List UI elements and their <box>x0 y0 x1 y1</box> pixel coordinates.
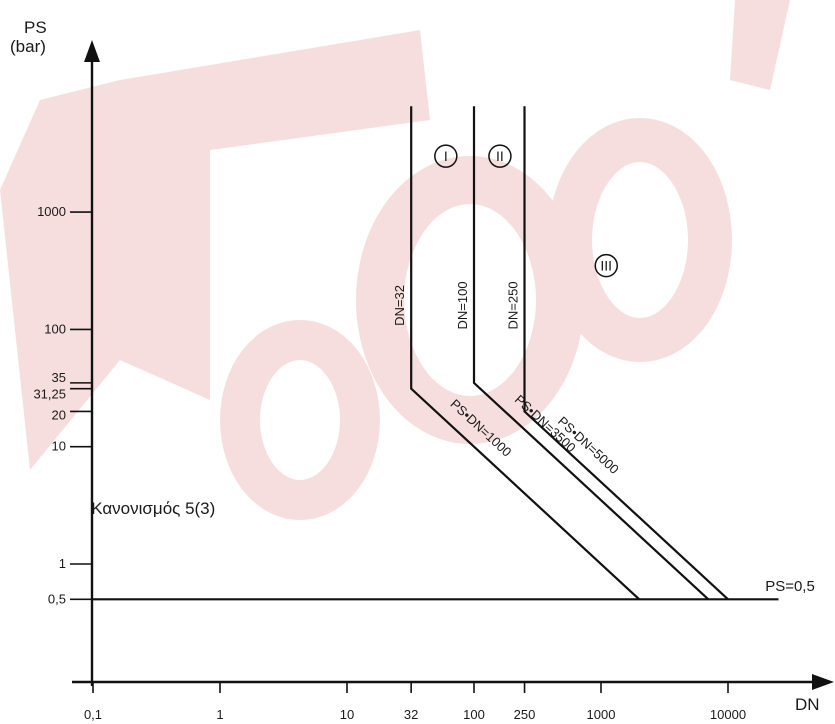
region-label-0: I <box>444 148 448 164</box>
x-tick-label-0: 0,1 <box>84 707 102 722</box>
y-tick-label-6: 100 <box>44 321 66 336</box>
watermark <box>0 0 790 520</box>
x-axis-title: DN <box>795 695 820 714</box>
y-tick-label-3: 20 <box>52 407 66 422</box>
y-tick-label-1: 1 <box>59 556 66 571</box>
series-line-0 <box>410 106 640 601</box>
series-line-1 <box>472 106 710 601</box>
region-circle-1 <box>488 144 512 168</box>
y-tick-label-5: 35 <box>52 370 66 385</box>
region-text-kanonismos: Κανονισμός 5(3) <box>91 499 215 518</box>
y-ticks: 0,5 1 10 20 31,25 35 100 1000 <box>33 204 92 606</box>
x-tick-label-2: 10 <box>340 707 354 722</box>
region-circle-2 <box>594 253 619 278</box>
x-tick-label-7: 10000 <box>710 707 746 722</box>
y-tick-label-4: 31,25 <box>33 387 66 402</box>
x-tick-label-6: 1000 <box>587 707 616 722</box>
x-tick-label-4: 100 <box>463 707 485 722</box>
series-label-0: DN=32 <box>392 285 407 326</box>
x-ticks: 0,1 1 10 32 100 250 1000 10000 <box>84 682 746 722</box>
region-circle-0 <box>434 144 458 168</box>
y-axis-title: PS <box>24 18 47 37</box>
y-tick-label-2: 10 <box>52 439 66 454</box>
series-line-2 <box>523 106 729 601</box>
y-axis-unit: (bar) <box>10 37 46 56</box>
y-axis-arrow-icon <box>84 40 100 62</box>
y-tick-label-0: 0,5 <box>48 591 66 606</box>
y-tick-label-7: 1000 <box>37 204 66 219</box>
x-tick-label-5: 250 <box>514 707 536 722</box>
x-tick-label-3: 32 <box>404 707 418 722</box>
x-axis-arrow-icon <box>812 674 834 690</box>
series-label-3: PS=0,5 <box>765 578 815 595</box>
axes <box>72 40 834 690</box>
x-tick-label-1: 1 <box>216 707 223 722</box>
series-label-1: DN=100 <box>455 281 470 329</box>
region-label-1: II <box>496 148 504 164</box>
series-label-2: DN=250 <box>506 281 521 329</box>
region-label-2: III <box>600 258 612 274</box>
